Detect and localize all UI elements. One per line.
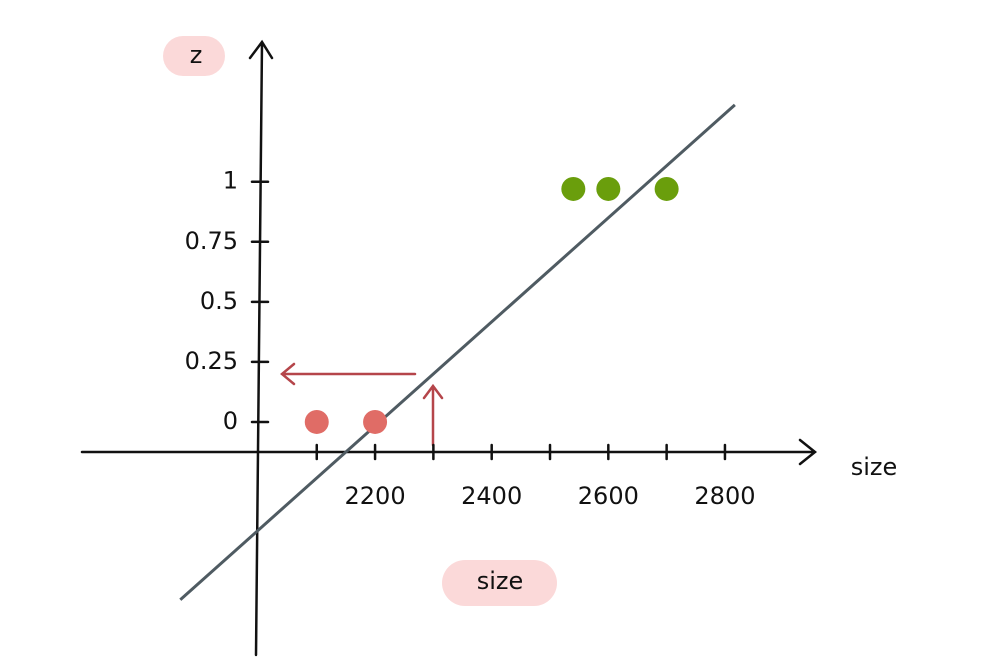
y-tick-label: 1 bbox=[223, 167, 238, 195]
point bbox=[654, 176, 679, 201]
x-tick-label: 2800 bbox=[694, 482, 755, 510]
y-tick-label: 0.25 bbox=[185, 347, 238, 375]
y-axis-label: z bbox=[190, 41, 203, 69]
x-tick-label: 2200 bbox=[345, 482, 406, 510]
annotation-arrow bbox=[422, 383, 444, 447]
x-axis-label: size bbox=[477, 567, 524, 595]
y-axis bbox=[248, 39, 274, 657]
label-highlight bbox=[163, 36, 225, 76]
y-tick-label: 0.75 bbox=[185, 227, 238, 255]
point bbox=[561, 176, 586, 201]
fit-line bbox=[179, 103, 736, 601]
y-tick-label: 0 bbox=[223, 407, 238, 435]
x-tick-label: 2600 bbox=[578, 482, 639, 510]
point bbox=[596, 176, 621, 201]
x-axis bbox=[80, 438, 818, 466]
x-tick-label: 2400 bbox=[461, 482, 522, 510]
annotation-arrow bbox=[280, 362, 417, 386]
y-tick-label: 0.5 bbox=[200, 287, 238, 315]
point bbox=[304, 409, 329, 434]
point bbox=[363, 409, 388, 434]
axis-end-label: size bbox=[851, 453, 898, 481]
label-highlight bbox=[442, 560, 557, 606]
